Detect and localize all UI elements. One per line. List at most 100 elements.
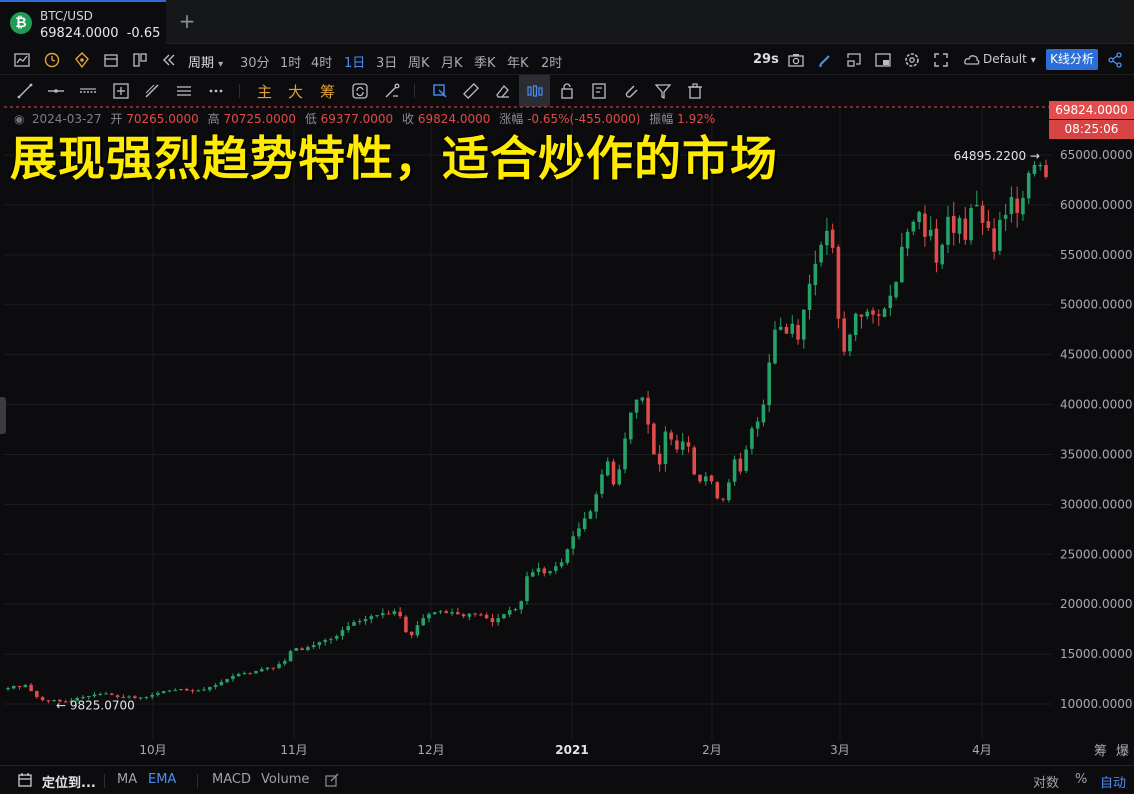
screenshot-icon[interactable] (845, 51, 863, 69)
select-icon[interactable] (431, 82, 449, 100)
candle-body (138, 697, 143, 699)
candle-body (940, 244, 944, 265)
low-value: 69377.0000 (320, 112, 394, 126)
indicator-ma[interactable]: MA (117, 772, 138, 787)
sidebar-collapse-handle[interactable] (0, 397, 6, 434)
alert-icon[interactable] (73, 51, 91, 69)
candle-body (381, 613, 385, 616)
camera-icon[interactable] (787, 51, 805, 69)
segment-icon[interactable] (143, 82, 161, 100)
candle-body (75, 698, 79, 701)
main-force-indicator[interactable]: 主 (257, 83, 273, 101)
cloud-icon[interactable] (963, 51, 981, 69)
candlestick-tool-icon[interactable] (526, 82, 544, 100)
timeframe-quarter[interactable]: 季K (474, 56, 496, 71)
candle-body (819, 244, 823, 263)
ruler-icon[interactable] (462, 82, 480, 100)
magnet-icon[interactable] (383, 82, 401, 100)
indicator-macd[interactable]: MACD (212, 772, 251, 787)
add-tab-button[interactable]: + (178, 9, 196, 33)
candle-body (975, 204, 979, 207)
template-icon[interactable] (590, 82, 608, 100)
candle-body (744, 449, 748, 471)
log-scale-toggle[interactable]: 对数 (1033, 776, 1060, 791)
trend-line-icon[interactable] (16, 82, 34, 100)
candle-body (352, 622, 356, 626)
axis-corner-label: 筹 (1094, 743, 1107, 759)
percent-scale-toggle[interactable]: % (1075, 772, 1088, 787)
lock-icon[interactable] (558, 82, 576, 100)
chip-distribution-indicator[interactable]: 筹 (320, 83, 336, 101)
trash-icon[interactable] (686, 82, 704, 100)
share-icon[interactable] (1106, 51, 1124, 69)
crosshair-icon[interactable] (112, 82, 130, 100)
timeframe-year[interactable]: 年K (507, 56, 529, 71)
candle-body (865, 311, 870, 317)
timeframe-3d[interactable]: 3日 (376, 56, 398, 71)
open-label: 开 (110, 112, 123, 126)
candle-body (179, 689, 183, 691)
candle-body (473, 613, 477, 615)
large-order-indicator[interactable]: 大 (288, 83, 304, 101)
more-tools-icon[interactable] (207, 82, 225, 100)
candles (6, 159, 1048, 704)
layout-icon[interactable] (131, 51, 149, 69)
candle-body (271, 667, 276, 669)
attach-icon[interactable] (622, 82, 640, 100)
theme-dropdown[interactable]: Default ▾ (983, 52, 1036, 66)
bar-countdown-tag: 08:25:06 (1049, 120, 1134, 139)
eraser-icon[interactable] (493, 82, 511, 100)
symbol-tab[interactable]: ₿ BTC/USD 69824.0000 -0.65 (0, 0, 166, 44)
pen-icon[interactable] (816, 51, 834, 69)
replay-icon[interactable] (160, 51, 178, 69)
candle-body (790, 323, 795, 334)
clock-icon[interactable] (43, 51, 61, 69)
channel-icon[interactable] (175, 82, 193, 100)
indicator-ema[interactable]: EMA (148, 772, 177, 787)
candle-body (559, 562, 564, 567)
sync-icon[interactable] (351, 82, 369, 100)
candle-body (703, 476, 708, 482)
candle-body (369, 616, 374, 620)
candle-body (928, 229, 933, 237)
candle-body (438, 611, 443, 613)
period-dropdown[interactable]: 周期 ▾ (188, 52, 223, 71)
timeframe-4h[interactable]: 4时 (311, 56, 333, 71)
timeframe-1w[interactable]: 周K (408, 56, 430, 71)
candle-body (755, 421, 760, 429)
timeframe-2h[interactable]: 2时 (541, 56, 563, 71)
candle-body (502, 614, 506, 619)
kline-analysis-button[interactable]: K线分析 (1046, 49, 1098, 70)
settings-icon[interactable] (903, 51, 921, 69)
timeframe-1mo[interactable]: 月K (441, 56, 463, 71)
filter-icon[interactable] (654, 82, 672, 100)
timeframe-1h[interactable]: 1时 (280, 56, 302, 71)
image-icon[interactable] (874, 51, 892, 69)
candle-body (957, 217, 962, 234)
calendar-icon[interactable] (102, 51, 120, 69)
candle-body (288, 651, 293, 662)
candle-body (548, 571, 552, 574)
timeframe-30m[interactable]: 30分 (240, 56, 270, 71)
timeframe-1d[interactable]: 1日 (344, 56, 366, 71)
fullscreen-icon[interactable] (932, 51, 950, 69)
auto-scale-toggle[interactable]: 自动 (1100, 776, 1127, 791)
locate-date-button[interactable]: 定位到... (42, 776, 96, 791)
annotations: 64895.2200 → ← 9825.0700 (4, 106, 1049, 713)
candle-body (81, 697, 85, 699)
chart-type-icon[interactable] (13, 51, 31, 69)
calendar-icon[interactable] (17, 772, 33, 788)
edit-indicators-icon[interactable] (325, 772, 339, 787)
ray-line-icon[interactable] (79, 82, 97, 100)
eye-icon[interactable]: ◉ (14, 112, 25, 126)
candle-body (767, 362, 771, 406)
candle-body (536, 568, 541, 572)
candle-body (761, 404, 766, 423)
candle-body (40, 697, 45, 701)
candle-body (1009, 196, 1014, 215)
horizontal-line-icon[interactable] (47, 82, 65, 100)
indicator-volume[interactable]: Volume (261, 772, 310, 787)
close-value: 69824.0000 (417, 112, 491, 126)
